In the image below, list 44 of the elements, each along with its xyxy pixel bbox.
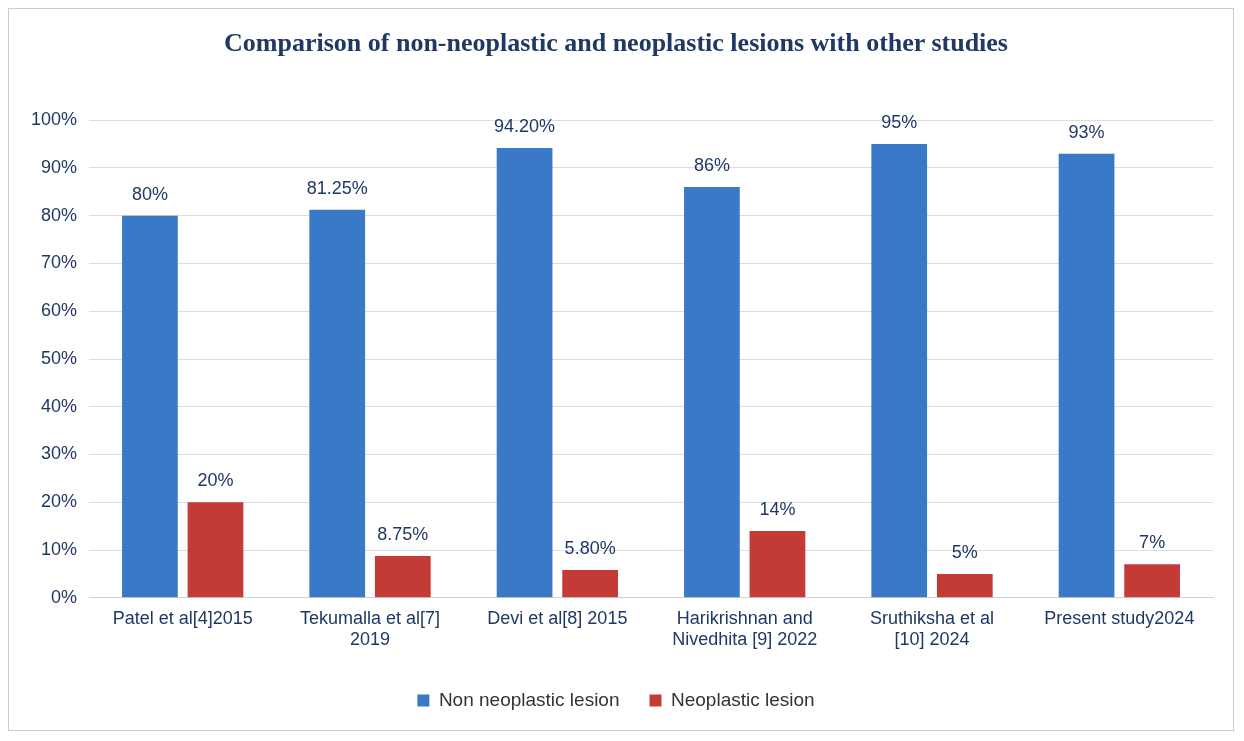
y-tick-label: 40% [41, 395, 78, 416]
data-label: 5% [951, 541, 978, 562]
data-label: 80% [131, 183, 168, 204]
x-tick-label: Harikrishnan and Nivedhita [9] 2022 [672, 607, 818, 650]
data-label: 93% [1068, 121, 1105, 142]
y-tick-label: 30% [41, 443, 78, 464]
y-tick-label: 50% [41, 347, 78, 368]
data-label: 5.80% [564, 538, 616, 559]
data-label: 94.20% [494, 115, 556, 136]
y-tick-label: 90% [41, 156, 78, 177]
y-tick-label: 0% [51, 586, 78, 607]
y-tick-label: 100% [30, 109, 78, 130]
y-tick-label: 20% [41, 491, 78, 512]
data-label: 7% [1139, 532, 1166, 553]
y-tick-label: 60% [41, 300, 78, 321]
bar [122, 215, 178, 598]
bar [309, 209, 366, 598]
y-tick-label: 70% [41, 252, 78, 273]
data-label: 95% [881, 112, 918, 133]
x-tick-label: Present study2024 [1044, 607, 1195, 628]
bar [496, 147, 553, 598]
bar [871, 144, 928, 598]
data-label: 14% [759, 498, 796, 519]
y-tick-label: 80% [41, 204, 78, 225]
bar [187, 502, 244, 598]
data-label: 20% [197, 470, 234, 491]
x-tick-label: Tekumalla et al[7] 2019 [299, 607, 441, 650]
x-tick-label: Patel et al[4]2015 [112, 607, 253, 628]
bar [749, 530, 806, 598]
legend-label: Neoplastic lesion [670, 688, 815, 710]
data-label: 81.25% [306, 177, 368, 198]
data-label: 8.75% [377, 523, 429, 544]
bar [1058, 153, 1115, 598]
x-tick-label: Sruthiksha et al [10] 2024 [869, 607, 995, 650]
bar [684, 187, 740, 598]
x-tick-label: Devi et al[8] 2015 [487, 607, 628, 628]
chart-title: Comparison of non-neoplastic and neoplastic lesions with other studies [224, 28, 1008, 58]
bar [562, 570, 618, 598]
bar [936, 573, 993, 598]
data-label: 86% [693, 155, 730, 176]
bar [374, 556, 431, 598]
y-tick-label: 10% [41, 539, 78, 560]
bar [1124, 564, 1180, 598]
legend-label: Non neoplastic lesion [438, 688, 620, 710]
